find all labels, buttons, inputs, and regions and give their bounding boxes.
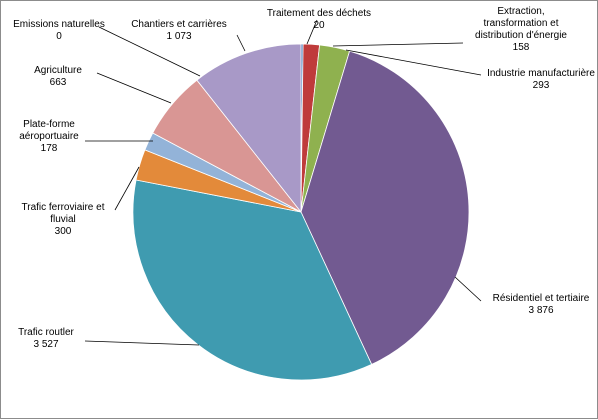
- pie-slice-r-sidentiel-et-tertiaire: [300, 50, 470, 365]
- data-label-name: Emissions naturelles: [13, 19, 105, 30]
- leader-line-emissions-naturelles: [98, 26, 201, 77]
- data-label-value: 293: [533, 80, 550, 91]
- leader-line-chantiers-et-carri-res: [236, 34, 246, 52]
- data-label-value: 3 876: [528, 305, 553, 316]
- data-label-value: 3 527: [33, 339, 58, 350]
- data-label-name: transformation et: [483, 18, 558, 29]
- data-label-name: aéroportuaire: [19, 131, 79, 142]
- data-label-name: Trafic routler: [18, 327, 74, 338]
- data-label-agriculture: Agriculture 663: [34, 65, 82, 88]
- data-label-name: Plate-forme: [23, 119, 75, 130]
- data-label-plate-forme-a-roportuaire: Plate-forme aéroportuaire 178: [19, 119, 79, 154]
- data-label-value: 663: [50, 77, 67, 88]
- data-label-emissions-naturelles: Emissions naturelles 0: [13, 19, 105, 42]
- leader-line-traitement-des-d-chets: [306, 19, 318, 45]
- data-label-name: Industrie manufacturière: [487, 68, 595, 79]
- leader-line-industrie-manufacturi-re: [345, 49, 482, 76]
- data-label-name: Chantiers et carrières: [131, 19, 227, 30]
- data-label-extraction-transformation-et-distribution-d-nergie: Extraction, transformation et distribution…: [475, 6, 567, 53]
- pie-slice-chantiers-et-carri-res: [196, 43, 302, 214]
- data-label-name: fluvial: [50, 214, 76, 225]
- leader-line-r-sidentiel-et-tertiaire: [454, 276, 482, 302]
- leader-lines-layer: [84, 19, 482, 346]
- leader-line-trafic-ferroviaire-et-fluvial: [114, 166, 140, 211]
- data-label-name: Traitement des déchets: [267, 8, 371, 19]
- data-label-traitement-des-d-chets: Traitement des déchets 20: [267, 8, 371, 31]
- pie-slice-trafic-routler: [132, 179, 373, 381]
- data-label-industrie-manufacturi-re: Industrie manufacturière 293: [487, 68, 595, 91]
- data-label-name: distribution d'énergie: [475, 30, 567, 41]
- leader-line-agriculture: [96, 72, 172, 104]
- data-label-chantiers-et-carri-res: Chantiers et carrières 1 073: [131, 19, 227, 42]
- data-label-value: 0: [56, 31, 62, 42]
- data-label-value: 158: [513, 42, 530, 53]
- data-label-value: 178: [41, 143, 58, 154]
- leader-line-extraction-transformation-et-distribution-d-nergie: [332, 42, 464, 47]
- data-label-trafic-routler: Trafic routler 3 527: [18, 327, 74, 350]
- slices-layer: [132, 43, 470, 381]
- data-label-value: 1 073: [166, 31, 191, 42]
- labels-layer: Traitement des déchets 20 Extraction, trans…: [13, 6, 595, 350]
- data-label-name: Résidentiel et tertiaire: [493, 293, 590, 304]
- data-label-r-sidentiel-et-tertiaire: Résidentiel et tertiaire 3 876: [493, 293, 590, 316]
- data-label-value: 20: [313, 20, 325, 31]
- data-label-name: Extraction,: [497, 6, 544, 17]
- data-label-trafic-ferroviaire-et-fluvial: Trafic ferroviaire et fluvial 300: [22, 202, 105, 237]
- data-label-value: 300: [55, 226, 72, 237]
- data-label-name: Trafic ferroviaire et: [22, 202, 105, 213]
- leader-line-trafic-routler: [84, 340, 200, 346]
- data-label-name: Agriculture: [34, 65, 82, 76]
